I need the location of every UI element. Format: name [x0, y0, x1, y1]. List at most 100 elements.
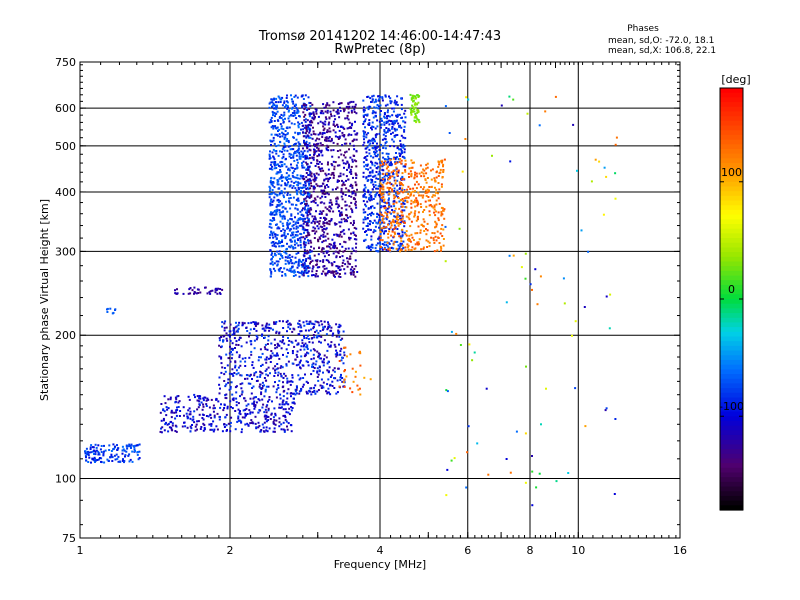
- data-point: [363, 376, 366, 379]
- data-point: [309, 144, 312, 147]
- data-point: [283, 191, 286, 194]
- data-point: [400, 103, 403, 106]
- data-point: [223, 407, 226, 409]
- data-point: [354, 375, 357, 378]
- data-point: [336, 197, 339, 200]
- data-point: [326, 111, 329, 114]
- data-point: [380, 194, 383, 196]
- chart-title: Tromsø 20141202 14:46:00-14:47:43: [258, 29, 501, 44]
- data-point: [290, 244, 293, 247]
- data-point: [278, 227, 281, 230]
- data-point: [230, 372, 233, 375]
- data-point: [291, 362, 294, 365]
- data-point: [328, 220, 331, 222]
- data-point: [159, 430, 162, 433]
- data-point: [383, 115, 386, 118]
- data-point: [410, 206, 413, 209]
- data-point: [296, 161, 299, 164]
- colorbar-segment: [720, 172, 743, 178]
- data-point: [393, 215, 396, 218]
- data-point: [312, 274, 315, 276]
- data-point: [414, 97, 417, 100]
- data-point: [319, 167, 322, 170]
- data-point: [310, 194, 313, 197]
- colorbar-segment: [720, 88, 743, 94]
- data-point: [341, 380, 344, 383]
- data-point: [300, 345, 303, 348]
- data-point: [356, 132, 359, 135]
- data-point: [373, 229, 376, 232]
- data-point: [435, 188, 438, 191]
- data-point: [234, 428, 237, 431]
- data-point: [274, 365, 277, 368]
- data-point: [259, 386, 262, 389]
- data-point: [292, 246, 294, 249]
- data-point: [316, 336, 319, 339]
- data-point: [417, 201, 419, 204]
- data-point: [212, 404, 215, 407]
- data-point: [374, 136, 377, 139]
- data-point: [202, 403, 205, 406]
- data-point: [355, 177, 358, 179]
- data-point: [283, 430, 286, 433]
- data-point: [338, 221, 341, 224]
- data-point: [110, 450, 113, 452]
- data-point: [268, 167, 271, 170]
- data-point: [343, 250, 346, 252]
- data-point: [269, 372, 271, 375]
- data-point: [366, 217, 369, 219]
- data-point: [274, 423, 277, 426]
- data-point: [229, 387, 232, 390]
- data-point: [282, 228, 285, 231]
- data-point: [257, 426, 260, 429]
- data-point: [406, 188, 409, 191]
- colorbar-segment: [720, 228, 743, 234]
- data-point: [413, 161, 415, 164]
- data-point: [230, 347, 233, 350]
- data-point: [293, 269, 296, 272]
- colorbar-segment: [720, 341, 743, 347]
- data-point: [415, 219, 418, 222]
- data-point: [371, 125, 374, 128]
- data-point: [381, 184, 384, 187]
- data-point: [396, 228, 399, 230]
- data-point: [287, 403, 290, 406]
- data-point: [339, 102, 342, 105]
- data-point: [385, 248, 388, 251]
- data-point: [388, 228, 391, 230]
- data-point: [284, 262, 287, 265]
- data-point: [127, 445, 130, 448]
- data-point: [336, 206, 339, 209]
- data-point: [243, 322, 246, 325]
- data-point: [265, 356, 268, 359]
- data-point: [604, 409, 607, 412]
- data-point: [391, 175, 394, 178]
- data-point: [404, 233, 407, 236]
- data-point: [278, 128, 281, 131]
- data-point: [213, 407, 216, 410]
- data-point: [267, 339, 270, 342]
- colorbar-segment: [720, 284, 743, 291]
- data-point: [279, 169, 282, 171]
- data-point: [340, 347, 343, 350]
- data-point: [264, 370, 267, 372]
- data-point: [296, 110, 299, 113]
- data-point: [379, 243, 382, 245]
- data-point: [252, 321, 255, 324]
- data-point: [411, 161, 414, 164]
- data-point: [185, 412, 188, 415]
- data-point: [229, 323, 232, 326]
- data-point: [269, 233, 272, 236]
- colorbar-segment: [720, 434, 743, 441]
- data-point: [306, 214, 309, 217]
- data-point: [376, 222, 379, 225]
- data-point: [425, 228, 427, 230]
- data-point: [440, 159, 443, 162]
- data-point: [382, 188, 385, 191]
- data-point: [321, 385, 324, 388]
- data-point: [297, 363, 300, 366]
- data-point: [161, 426, 164, 429]
- data-point: [255, 335, 258, 337]
- data-point: [402, 220, 405, 223]
- data-point: [231, 407, 234, 410]
